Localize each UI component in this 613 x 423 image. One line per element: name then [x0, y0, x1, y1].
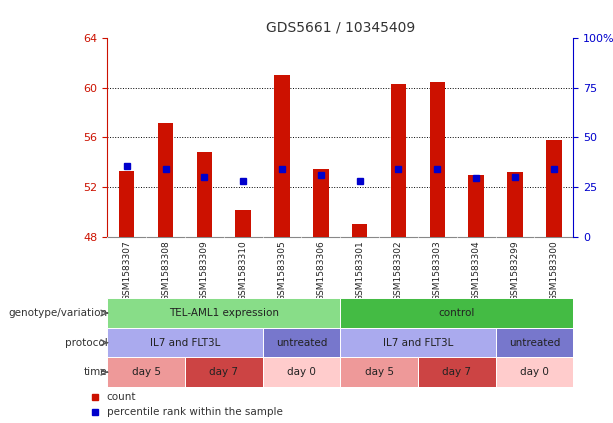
Bar	[418, 357, 495, 387]
Title: GDS5661 / 10345409: GDS5661 / 10345409	[265, 20, 415, 34]
Text: GSM1583304: GSM1583304	[471, 240, 481, 301]
Text: GSM1583301: GSM1583301	[355, 240, 364, 301]
Bar	[313, 168, 329, 237]
Text: day 0: day 0	[287, 367, 316, 377]
Text: time: time	[83, 367, 107, 377]
Text: GSM1583299: GSM1583299	[511, 240, 519, 301]
Text: GSM1583305: GSM1583305	[278, 240, 286, 301]
Text: TEL-AML1 expression: TEL-AML1 expression	[169, 308, 279, 318]
Text: day 7: day 7	[209, 367, 238, 377]
Bar	[430, 82, 445, 237]
Bar	[340, 357, 418, 387]
Bar	[235, 209, 251, 237]
Text: GSM1583309: GSM1583309	[200, 240, 209, 301]
Text: day 0: day 0	[520, 367, 549, 377]
Bar	[107, 328, 262, 357]
Text: day 5: day 5	[365, 367, 394, 377]
Bar	[352, 225, 367, 237]
Bar	[107, 357, 185, 387]
Text: GSM1583303: GSM1583303	[433, 240, 442, 301]
Bar	[468, 175, 484, 237]
Bar	[340, 298, 573, 328]
Bar	[262, 328, 340, 357]
Text: GSM1583310: GSM1583310	[238, 240, 248, 301]
Bar	[495, 357, 573, 387]
Text: untreated: untreated	[509, 338, 560, 348]
Text: GSM1583308: GSM1583308	[161, 240, 170, 301]
Bar	[262, 357, 340, 387]
Bar	[107, 298, 340, 328]
Text: day 7: day 7	[442, 367, 471, 377]
Text: GSM1583300: GSM1583300	[549, 240, 558, 301]
Bar	[340, 328, 495, 357]
Bar	[158, 123, 173, 237]
Text: count: count	[107, 392, 136, 401]
Bar	[507, 172, 523, 237]
Bar	[390, 84, 406, 237]
Text: GSM1583302: GSM1583302	[394, 240, 403, 301]
Text: IL7 and FLT3L: IL7 and FLT3L	[383, 338, 453, 348]
Bar	[119, 171, 134, 237]
Text: genotype/variation: genotype/variation	[8, 308, 107, 318]
Bar	[197, 152, 212, 237]
Bar	[546, 140, 562, 237]
Text: untreated: untreated	[276, 338, 327, 348]
Text: GSM1583306: GSM1583306	[316, 240, 326, 301]
Text: protocol: protocol	[64, 338, 107, 348]
Bar	[185, 357, 262, 387]
Text: GSM1583307: GSM1583307	[122, 240, 131, 301]
Bar	[495, 328, 573, 357]
Text: day 5: day 5	[132, 367, 161, 377]
Text: control: control	[438, 308, 475, 318]
Text: IL7 and FLT3L: IL7 and FLT3L	[150, 338, 220, 348]
Text: percentile rank within the sample: percentile rank within the sample	[107, 407, 283, 418]
Bar	[274, 75, 290, 237]
